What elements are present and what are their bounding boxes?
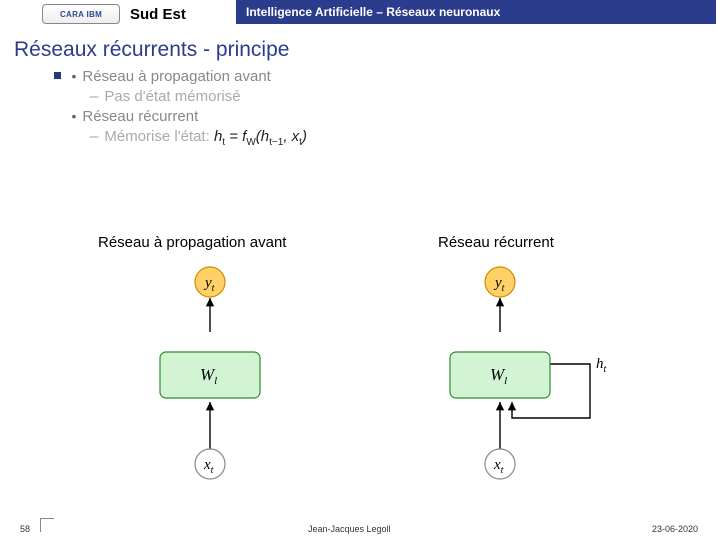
bullet-text-list: •Réseau à propagation avant –Pas d'état … <box>71 68 306 150</box>
section-title: Réseaux récurrents - principe <box>14 38 720 62</box>
dash-bullet-icon: – <box>89 88 98 105</box>
formula: ht = fW(ht−1, xt) <box>214 128 307 145</box>
footer-date: 23-06-2020 <box>652 524 698 534</box>
bullet-2-detail-prefix: Mémorise l'état: <box>104 128 214 145</box>
header-course-bar: Intelligence Artificielle – Réseaux neur… <box>236 0 716 24</box>
diagram-feedforward: yt Wl xt <box>150 260 270 490</box>
bullet-2-title: Réseau récurrent <box>82 108 198 125</box>
footer-corner-icon <box>40 518 54 532</box>
diagram-right-title: Réseau récurrent <box>438 234 554 251</box>
loop-label: ht <box>596 356 607 375</box>
dash-bullet-icon: – <box>89 128 98 145</box>
footer-author: Jean-Jacques Legoll <box>308 524 391 534</box>
page-number: 58 <box>20 524 30 534</box>
diagram-recurrent: ht yt Wl xt <box>440 260 630 490</box>
logo-area: CARA IBM <box>0 4 126 24</box>
bullet-1-title: Réseau à propagation avant <box>82 68 270 85</box>
header-subtitle: Sud Est <box>130 6 186 23</box>
header: CARA IBM Sud Est Intelligence Artificiel… <box>0 0 720 28</box>
diagram-left-title: Réseau à propagation avant <box>98 234 286 251</box>
dot-bullet-icon: • <box>71 68 76 84</box>
footer: 58 Jean-Jacques Legoll 23-06-2020 <box>0 518 720 536</box>
bullet-item-2: • Réseau récurrent <box>71 108 306 126</box>
bullet-item-1: • Réseau à propagation avant <box>71 68 306 86</box>
bullet-item-2-detail: –Mémorise l'état: ht = fW(ht−1, xt) <box>71 128 306 148</box>
logo-icon: CARA IBM <box>42 4 120 24</box>
dot-bullet-icon: • <box>71 108 76 124</box>
bullet-block: •Réseau à propagation avant –Pas d'état … <box>54 68 720 150</box>
square-bullet-icon <box>54 72 61 79</box>
bullet-1-detail-text: Pas d'état mémorisé <box>104 88 240 105</box>
bullet-item-1-detail: –Pas d'état mémorisé <box>71 88 306 106</box>
